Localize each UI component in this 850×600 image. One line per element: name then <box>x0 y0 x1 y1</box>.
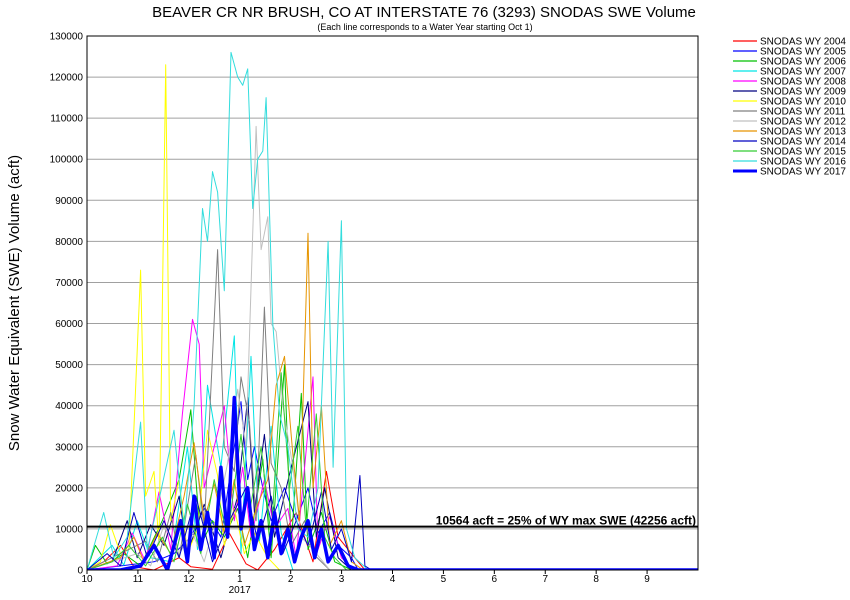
x-tick-label: 8 <box>593 574 599 585</box>
legend-label: SNODAS WY 2006 <box>760 57 846 68</box>
x-tick-label: 2 <box>288 574 294 585</box>
y-tick-label: 120000 <box>50 73 84 84</box>
y-tick-label: 30000 <box>55 442 83 453</box>
x-axis-year-label: 2017 <box>229 585 252 596</box>
series-line-snodas-wy-2016 <box>87 51 389 570</box>
x-axis-ticks: 10 11 12 1 2 3 4 5 6 7 8 9 <box>81 570 650 585</box>
series-line-snodas-wy-2017 <box>87 395 698 570</box>
legend-label: SNODAS WY 2017 <box>760 167 846 178</box>
y-tick-label: 130000 <box>50 32 84 43</box>
legend-label: SNODAS WY 2008 <box>760 77 846 88</box>
y-tick-label: 40000 <box>55 401 83 412</box>
y-tick-label: 70000 <box>55 278 83 289</box>
y-tick-label: 50000 <box>55 360 83 371</box>
x-tick-label: 3 <box>339 574 345 585</box>
y-axis-ticks: 0 10000 20000 30000 40000 50000 60000 70000 8000… <box>50 32 84 577</box>
legend-label: SNODAS WY 2013 <box>760 127 846 138</box>
legend-label: SNODAS WY 2007 <box>760 67 846 78</box>
legend-label: SNODAS WY 2015 <box>760 147 846 158</box>
y-tick-label: 90000 <box>55 196 83 207</box>
x-tick-label: 1 <box>237 574 243 585</box>
series-line-snodas-wy-2013 <box>87 232 380 570</box>
reference-line-label: 10564 acft = 25% of WY max SWE (42256 ac… <box>436 514 696 528</box>
x-tick-label: 10 <box>81 574 93 585</box>
y-tick-label: 80000 <box>55 237 83 248</box>
plot-frame <box>86 35 699 571</box>
legend-label: SNODAS WY 2011 <box>760 107 846 118</box>
chart-subtitle: (Each line corresponds to a Water Year s… <box>317 22 532 32</box>
legend-label: SNODAS WY 2005 <box>760 47 846 58</box>
y-tick-label: 10000 <box>55 524 83 535</box>
y-tick-label: 0 <box>77 566 83 577</box>
x-tick-label: 6 <box>492 574 498 585</box>
legend-label: SNODAS WY 2016 <box>760 157 846 168</box>
legend-label: SNODAS WY 2014 <box>760 137 846 148</box>
grid-lines <box>87 76 698 530</box>
x-tick-label: 12 <box>183 574 195 585</box>
legend-label: SNODAS WY 2009 <box>760 87 846 98</box>
legend-label: SNODAS WY 2012 <box>760 117 846 128</box>
x-tick-label: 7 <box>542 574 548 585</box>
y-axis-label: Snow Water Equivalent (SWE) Volume (acft… <box>6 155 23 451</box>
legend-label: SNODAS WY 2010 <box>760 97 846 108</box>
x-tick-label: 5 <box>441 574 447 585</box>
y-tick-label: 20000 <box>55 483 83 494</box>
y-tick-label: 100000 <box>50 155 84 166</box>
x-tick-label: 11 <box>133 574 144 585</box>
legend-label: SNODAS WY 2004 <box>760 37 846 48</box>
y-tick-label: 110000 <box>50 114 83 125</box>
reference-line-group: 10564 acft = 25% of WY max SWE (42256 ac… <box>87 514 698 528</box>
y-tick-label: 60000 <box>55 319 83 330</box>
series-lines <box>87 51 698 570</box>
x-tick-label: 9 <box>644 574 650 585</box>
x-tick-label: 4 <box>390 574 396 585</box>
series-line-snodas-wy-2014 <box>87 475 389 570</box>
chart-title: BEAVER CR NR BRUSH, CO AT INTERSTATE 76 … <box>152 4 696 21</box>
